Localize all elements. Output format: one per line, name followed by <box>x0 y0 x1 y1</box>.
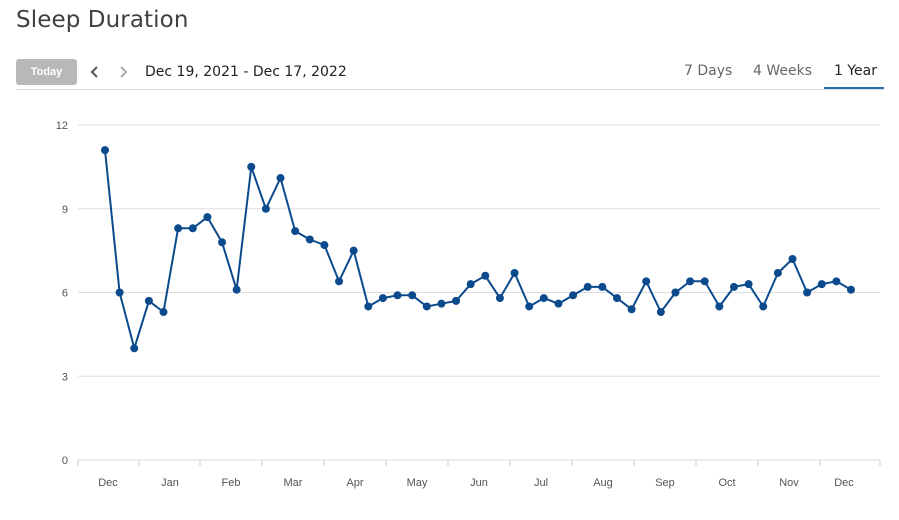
data-point[interactable] <box>174 224 183 233</box>
data-point[interactable] <box>188 224 197 233</box>
x-tick-label: Sep <box>655 477 675 489</box>
data-point[interactable] <box>759 302 768 311</box>
y-tick-label: 0 <box>62 455 68 467</box>
data-point[interactable] <box>218 238 227 247</box>
data-point[interactable] <box>627 305 636 314</box>
data-point[interactable] <box>159 308 168 317</box>
x-tick-label: May <box>407 477 428 489</box>
data-point[interactable] <box>715 302 724 311</box>
x-tick-label: Dec <box>834 477 854 489</box>
data-point[interactable] <box>144 296 153 305</box>
data-point[interactable] <box>817 280 826 289</box>
y-tick-label: 9 <box>62 204 68 216</box>
data-point[interactable] <box>320 241 329 250</box>
data-point[interactable] <box>481 271 490 280</box>
y-tick-label: 12 <box>56 120 68 132</box>
data-point[interactable] <box>583 282 592 291</box>
tab-4-weeks[interactable]: 4 Weeks <box>753 63 813 79</box>
data-point[interactable] <box>437 299 446 308</box>
data-point[interactable] <box>232 285 241 294</box>
data-point[interactable] <box>598 282 607 291</box>
today-button[interactable]: Today <box>16 59 77 85</box>
data-point[interactable] <box>729 282 738 291</box>
y-tick-label: 3 <box>62 371 68 383</box>
data-point[interactable] <box>832 277 841 286</box>
y-tick-label: 6 <box>62 288 68 300</box>
x-tick-label: Jul <box>534 477 548 489</box>
data-point[interactable] <box>656 308 665 317</box>
data-point[interactable] <box>305 235 314 244</box>
data-point[interactable] <box>364 302 373 311</box>
x-axis: Dec Jan Feb Mar Apr May Jun Jul Aug Sep Oct Nov Dec <box>77 460 881 489</box>
data-point[interactable] <box>101 146 109 155</box>
data-point[interactable] <box>393 291 402 300</box>
sleep-duration-chart: 0 3 6 9 12 Dec Jan Feb Mar Apr May Jun Jul Aug Sep Oct… <box>56 120 881 489</box>
x-tick-label: Dec <box>98 477 118 489</box>
data-point[interactable] <box>291 227 300 236</box>
data-point[interactable] <box>452 296 461 305</box>
x-tick-label: Aug <box>593 477 613 489</box>
data-point[interactable] <box>466 280 475 289</box>
data-point[interactable] <box>525 302 534 311</box>
data-point[interactable] <box>569 291 578 300</box>
data-point[interactable] <box>349 246 358 255</box>
data-point[interactable] <box>554 299 563 308</box>
data-point[interactable] <box>203 213 212 222</box>
date-range-label: Dec 19, 2021 - Dec 17, 2022 <box>145 64 347 80</box>
x-tick-label: Feb <box>222 477 241 489</box>
data-point[interactable] <box>803 288 812 297</box>
data-point[interactable] <box>130 344 139 353</box>
active-tab-indicator <box>824 87 884 89</box>
data-point[interactable] <box>276 174 285 183</box>
x-tick-label: Nov <box>779 477 799 489</box>
x-tick-label: Mar <box>284 477 303 489</box>
date-toolbar: Today Dec 19, 2021 - Dec 17, 2022 7 Days… <box>16 59 884 90</box>
y-axis: 0 3 6 9 12 <box>56 120 68 467</box>
gridlines <box>78 124 880 461</box>
x-tick-label: Apr <box>346 477 363 489</box>
x-tick-label: Jan <box>161 477 179 489</box>
sleep-duration-line <box>104 149 852 350</box>
tab-7-days[interactable]: 7 Days <box>684 63 733 79</box>
chevron-left-icon[interactable] <box>85 61 105 83</box>
data-point[interactable] <box>700 277 709 286</box>
data-point[interactable] <box>612 294 621 303</box>
data-point[interactable] <box>671 288 680 297</box>
data-point[interactable] <box>495 294 504 303</box>
data-point[interactable] <box>247 162 256 171</box>
data-point[interactable] <box>642 277 651 286</box>
series-line <box>104 149 852 350</box>
data-points <box>101 146 855 353</box>
data-point[interactable] <box>261 204 270 213</box>
data-point[interactable] <box>773 268 782 277</box>
data-point[interactable] <box>788 255 797 263</box>
data-point[interactable] <box>686 277 695 286</box>
data-point[interactable] <box>744 280 753 289</box>
data-point[interactable] <box>847 285 855 294</box>
x-tick-label: Oct <box>718 477 735 489</box>
data-point[interactable] <box>115 288 124 297</box>
data-point[interactable] <box>378 294 387 303</box>
chevron-right-icon[interactable] <box>113 61 133 83</box>
data-point[interactable] <box>422 302 431 311</box>
data-point[interactable] <box>335 277 344 286</box>
tab-1-year[interactable]: 1 Year <box>834 63 877 79</box>
page-title: Sleep Duration <box>16 7 189 33</box>
data-point[interactable] <box>510 268 519 277</box>
data-point[interactable] <box>539 294 548 303</box>
data-point[interactable] <box>408 291 417 300</box>
x-tick-label: Jun <box>470 477 488 489</box>
toolbar-divider <box>16 89 884 90</box>
